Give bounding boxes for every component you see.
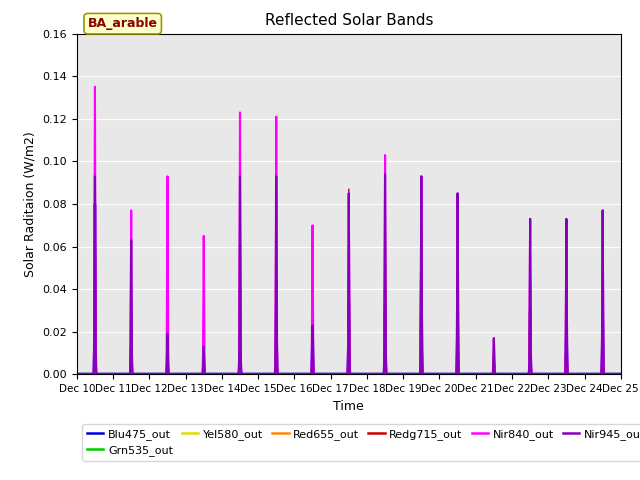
Red655_out [180,371,188,377]
Blu475_out [181,371,189,377]
Red655_out [616,371,624,377]
Nir945_out [194,371,202,377]
Red655_out [417,195,425,201]
Redg715_out [433,371,441,377]
Nir840_out [194,371,202,377]
Grn535_out [73,371,81,377]
Yel580_out [504,371,512,377]
Yel580_out [73,371,81,377]
Nir945_out [73,371,81,377]
Blu475_out [433,371,441,377]
Blu475_out [91,201,99,207]
Blu475_out [194,371,202,377]
Red655_out [194,371,202,377]
Nir840_out [181,371,189,377]
Grn535_out [180,371,188,377]
Redg715_out [552,371,560,377]
Red655_out [504,371,512,377]
Yel580_out [255,371,262,377]
Red655_out [552,371,560,377]
Blu475_out [552,371,560,377]
Redg715_out [73,371,81,377]
Yel580_out [417,225,425,230]
Redg715_out [181,371,189,377]
Legend: Blu475_out, Grn535_out, Yel580_out, Red655_out, Redg715_out, Nir840_out, Nir945_: Blu475_out, Grn535_out, Yel580_out, Red6… [83,424,640,460]
Nir945_out [255,371,262,377]
Red655_out [73,371,81,377]
Grn535_out [417,216,425,222]
Line: Blu475_out: Blu475_out [77,204,620,374]
Nir945_out [433,371,441,377]
Line: Nir945_out: Nir945_out [77,174,620,374]
Y-axis label: Solar Raditaion (W/m2): Solar Raditaion (W/m2) [24,131,36,277]
Yel580_out [194,371,202,377]
Blu475_out [504,371,512,377]
Redg715_out [91,120,99,126]
Line: Yel580_out: Yel580_out [77,228,620,374]
Red655_out [433,371,441,377]
Nir840_out [552,371,560,377]
Grn535_out [552,371,560,377]
Red655_out [255,371,262,377]
Grn535_out [504,371,512,377]
Line: Redg715_out: Redg715_out [77,123,620,374]
Text: BA_arable: BA_arable [88,17,157,30]
Grn535_out [433,371,441,377]
Nir945_out [616,371,624,377]
Blu475_out [616,371,624,377]
Nir840_out [433,371,441,377]
Redg715_out [616,371,624,377]
Nir840_out [91,84,99,90]
Redg715_out [194,371,202,377]
Grn535_out [616,371,624,377]
Redg715_out [255,371,263,377]
Grn535_out [255,371,262,377]
Nir840_out [504,371,512,377]
Line: Red655_out: Red655_out [77,198,620,374]
Line: Grn535_out: Grn535_out [77,219,620,374]
Nir840_out [73,371,81,377]
Blu475_out [73,371,81,377]
X-axis label: Time: Time [333,400,364,413]
Redg715_out [504,371,512,377]
Nir945_out [180,371,188,377]
Nir945_out [552,371,560,377]
Nir945_out [504,371,512,377]
Yel580_out [552,371,560,377]
Yel580_out [433,371,441,377]
Line: Nir840_out: Nir840_out [77,87,620,374]
Nir840_out [255,371,263,377]
Yel580_out [616,371,624,377]
Grn535_out [194,371,202,377]
Title: Reflected Solar Bands: Reflected Solar Bands [264,13,433,28]
Blu475_out [255,371,263,377]
Nir840_out [616,371,624,377]
Yel580_out [180,371,188,377]
Nir945_out [381,171,389,177]
